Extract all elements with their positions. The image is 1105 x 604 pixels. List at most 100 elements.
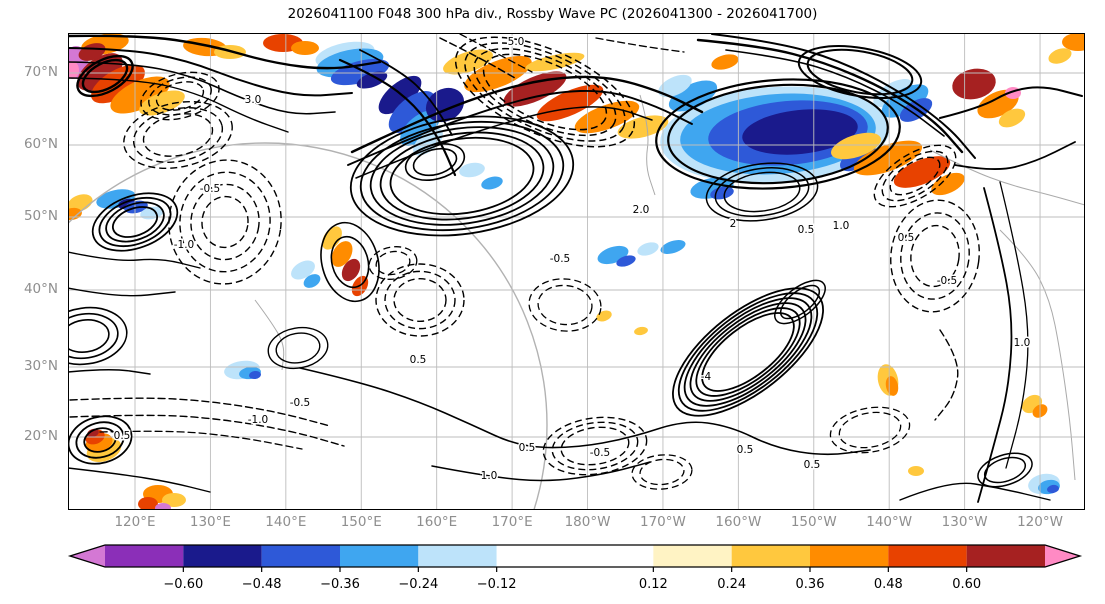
contour-line — [689, 302, 807, 402]
contour-label: 3.0 — [245, 94, 262, 106]
colorbar-segment — [731, 545, 810, 567]
contour-label: 1.0 — [481, 470, 498, 482]
contour-line — [179, 171, 271, 273]
contour-line — [375, 250, 411, 276]
filled-anomaly-region — [138, 497, 158, 510]
contour-line — [977, 452, 1033, 488]
contour-line — [83, 427, 117, 453]
y-tick-label: 40°N — [23, 281, 58, 297]
contour-line — [368, 246, 418, 280]
contour-line — [68, 368, 151, 375]
colorbar-tick-label: −0.36 — [320, 577, 360, 592]
contour-line — [595, 37, 685, 53]
filled-anomaly-region — [1062, 33, 1085, 51]
grid-lines — [68, 33, 1085, 510]
colorbar-tick-label: −0.48 — [242, 577, 282, 592]
contour-line — [105, 201, 165, 243]
contour-label: -0.5 — [550, 253, 571, 265]
filled-anomaly-region — [291, 41, 319, 55]
x-tick-label: 180°W — [564, 514, 611, 530]
y-tick-label: 70°N — [23, 64, 58, 80]
colorbar-segment — [810, 545, 889, 567]
contour-line — [338, 58, 457, 177]
contour-line — [355, 106, 653, 179]
colorbar-tick-label: −0.60 — [163, 577, 203, 592]
colorbar-segment — [183, 545, 262, 567]
contour-line — [934, 329, 959, 421]
filled-anomaly-region — [710, 186, 734, 200]
contour-line — [881, 150, 949, 202]
contour-label: 0.5 — [737, 444, 754, 456]
contour-line — [201, 195, 249, 249]
x-tick-label: 120°E — [114, 514, 156, 530]
contour-label: 5.0 — [508, 36, 525, 48]
x-tick-label: 160°E — [416, 514, 458, 530]
contour-label: -0.5 — [200, 183, 221, 195]
contour-line — [900, 212, 970, 300]
contour-label: 1.0 — [1014, 337, 1031, 349]
filled-anomaly-region — [481, 176, 503, 190]
contour-label: -4 — [701, 371, 712, 383]
contour-line — [899, 482, 1051, 501]
filled-anomaly-region — [331, 241, 353, 267]
map-content: 3.0 5.0 0.5 0.5 1.0 -0.5 -1.0 2.0 -0.5 2 0.5 1.0 -4 0… — [68, 33, 1085, 510]
contour-line — [375, 263, 465, 337]
filled-anomaly-region — [893, 156, 951, 188]
contour-line — [69, 397, 331, 427]
filled-anomaly-region — [536, 84, 604, 122]
coastline — [999, 229, 1076, 481]
contour-label: -1.0 — [248, 414, 269, 426]
coastline — [639, 94, 656, 196]
y-tick-label: 20°N — [23, 428, 58, 444]
filled-anomaly-region — [155, 503, 171, 510]
contour-label: -0.5 — [290, 397, 311, 409]
filled-anomaly-region — [658, 74, 692, 98]
x-tick-label: 150°E — [340, 514, 382, 530]
filled-anomaly-region — [378, 75, 422, 115]
filled-anomaly-region — [574, 100, 640, 134]
contour-line — [464, 42, 626, 142]
filled-anomaly-region — [616, 255, 636, 267]
contour-line — [838, 411, 902, 449]
contour-line — [655, 78, 901, 190]
contour-line — [677, 292, 819, 412]
colorbar-tick-label: 0.24 — [717, 577, 746, 592]
colorbar-segment — [496, 545, 654, 567]
filled-anomaly-region — [660, 240, 686, 254]
contour-line — [711, 33, 976, 159]
filled-anomaly-region — [742, 109, 858, 155]
contour-line — [69, 414, 345, 447]
contour-line — [68, 251, 201, 269]
contour-line — [68, 415, 133, 465]
contour-line — [560, 426, 630, 466]
x-tick-label: 140°W — [866, 514, 913, 530]
contour-line — [696, 38, 964, 154]
contour-line — [379, 131, 545, 221]
contour-label: 2 — [730, 218, 737, 230]
contour-line — [132, 107, 224, 163]
contour-line — [350, 75, 704, 154]
contour-line — [68, 47, 353, 97]
filled-anomaly-region — [341, 258, 361, 282]
filled-anomaly-region — [668, 80, 718, 112]
x-tick-label: 120°W — [1017, 514, 1063, 530]
colorbar-tick-label: 0.48 — [874, 577, 903, 592]
range-circle — [68, 142, 548, 510]
contour-line — [889, 156, 941, 196]
filled-anomaly-region — [952, 68, 996, 100]
contour-line — [68, 467, 211, 493]
colorbar-tick-label: 0.60 — [952, 577, 981, 592]
contour-line — [631, 454, 693, 490]
contour-line — [528, 278, 602, 332]
contour-line — [779, 284, 821, 320]
x-tick-label: 130°W — [941, 514, 988, 530]
colorbar: −0.60 −0.48 −0.36 −0.24 −0.12 0.12 0.24 0.36 0.4… — [67, 544, 1083, 592]
contour-line — [890, 199, 980, 313]
contour-line — [910, 224, 960, 288]
colorbar-under-arrow — [70, 545, 105, 567]
colorbar-segment — [418, 545, 497, 567]
contour-line — [954, 141, 1076, 170]
contour-line — [347, 89, 693, 166]
contour-line — [459, 33, 533, 73]
y-tick-label: 60°N — [23, 136, 58, 152]
